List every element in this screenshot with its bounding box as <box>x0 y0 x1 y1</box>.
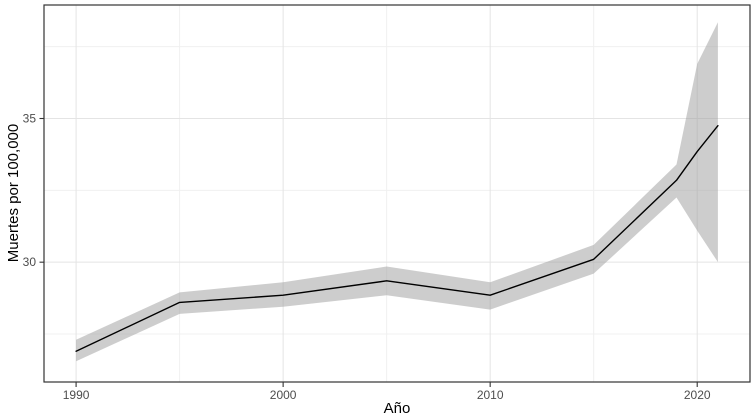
x-axis-title: Año <box>384 400 411 417</box>
axis-layer: 1990 2000 2010 2020 30 35 <box>23 112 711 402</box>
confidence-band <box>76 22 718 362</box>
x-tick-label: 2020 <box>684 388 711 402</box>
y-tick-label: 30 <box>23 255 37 269</box>
x-tick-label: 2010 <box>477 388 504 402</box>
x-tick-label: 1990 <box>63 388 90 402</box>
trend-line <box>75 124 719 352</box>
x-tick-label: 2000 <box>270 388 297 402</box>
y-axis-title: Muertes por 100,000 <box>5 124 22 262</box>
gridlines <box>44 5 750 382</box>
y-tick-label: 35 <box>23 112 37 126</box>
panel-border <box>43 4 751 383</box>
chart-data-layer <box>75 22 719 362</box>
